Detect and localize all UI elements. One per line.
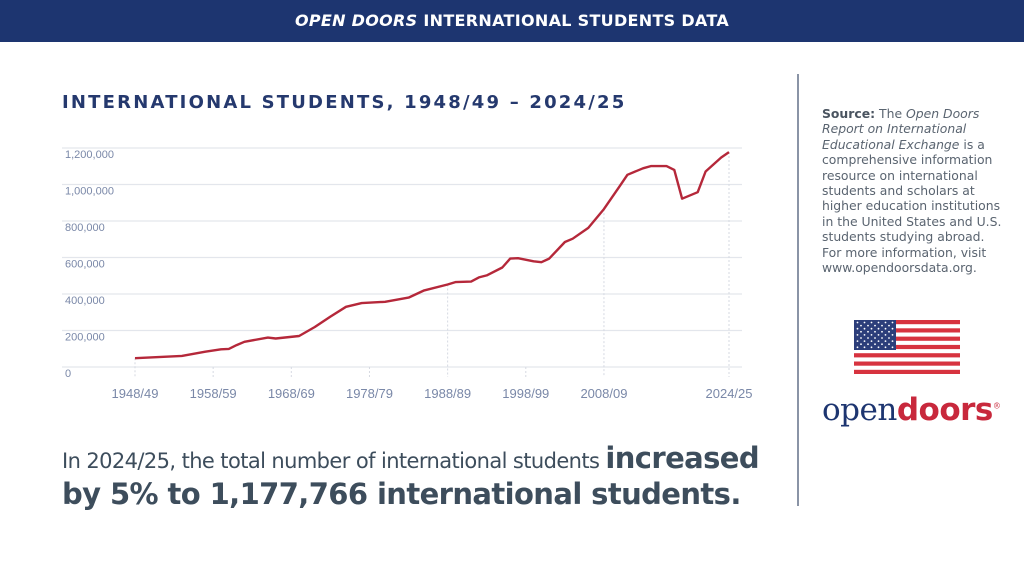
x-tick-label: 2024/25 xyxy=(706,386,753,401)
y-tick-label: 600,000 xyxy=(65,259,105,271)
y-tick-label: 200,000 xyxy=(65,332,105,344)
us-flag-icon xyxy=(854,320,960,374)
source-report-name: Open Doors Report on International Educa… xyxy=(822,106,980,152)
x-tick-label: 1988/89 xyxy=(424,386,471,401)
line-chart: 0 200,000 400,000 600,000 800,000 1,000,000 1,… xyxy=(62,147,753,401)
header-title: INTERNATIONAL STUDENTS DATA xyxy=(417,11,730,30)
y-tick-label: 0 xyxy=(65,368,71,380)
x-tick-label: 1948/49 xyxy=(112,386,159,401)
y-tick-label: 1,000,000 xyxy=(65,186,114,198)
opendoors-logo: opendoors® xyxy=(822,392,1001,428)
x-tick-label: 1968/69 xyxy=(268,386,315,401)
header-bar: OPEN DOORS INTERNATIONAL STUDENTS DATA xyxy=(0,0,1024,42)
header-title-italic: OPEN DOORS xyxy=(294,11,418,30)
summary-text: In 2024/25, the total number of internat… xyxy=(62,440,762,512)
x-tick-label: 1958/59 xyxy=(190,386,237,401)
x-tick-label: 1978/79 xyxy=(346,386,393,401)
logo-open: open xyxy=(822,392,897,428)
summary-highlight: increased by 5% to 1,177,766 internation… xyxy=(62,441,760,511)
source-note: Source: The Open Doors Report on Interna… xyxy=(822,106,1007,275)
source-text: The xyxy=(875,106,907,121)
source-label: Source: xyxy=(822,106,876,121)
y-tick-label: 800,000 xyxy=(65,222,105,234)
y-tick-label: 1,200,000 xyxy=(65,149,114,161)
divider xyxy=(797,74,799,506)
x-tick-label: 2008/09 xyxy=(580,386,627,401)
x-tick-label: 1998/99 xyxy=(502,386,549,401)
logo-doors: doors xyxy=(896,392,994,428)
source-text: is a comprehensive information resource … xyxy=(822,136,1002,276)
chart-title: INTERNATIONAL STUDENTS, 1948/49 – 2024/2… xyxy=(62,92,627,113)
logo-registered: ® xyxy=(992,401,1001,411)
y-tick-label: 400,000 xyxy=(65,295,105,307)
series-line xyxy=(134,151,730,360)
summary-plain: In 2024/25, the total number of internat… xyxy=(62,449,606,473)
